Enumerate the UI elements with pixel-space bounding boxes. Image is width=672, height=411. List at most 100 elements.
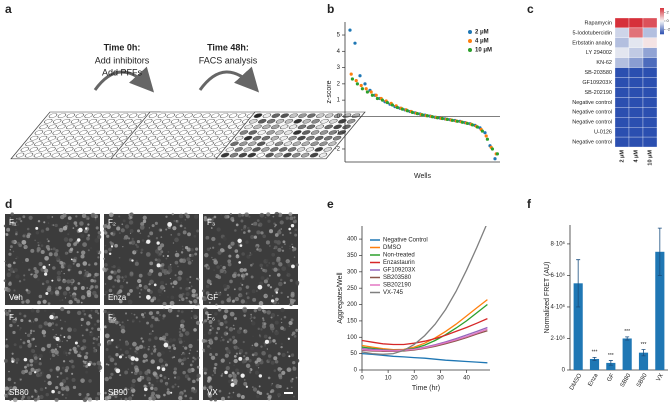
speckle <box>178 293 184 299</box>
speckle <box>208 268 210 270</box>
speckle <box>69 360 71 362</box>
speckle <box>49 368 53 372</box>
well <box>134 141 143 147</box>
speckle <box>27 333 31 338</box>
speckle <box>64 370 66 372</box>
speckle <box>30 363 33 367</box>
speckle <box>107 341 112 346</box>
speckle <box>219 322 224 327</box>
speckle <box>94 285 99 289</box>
speckle <box>103 268 107 273</box>
speckle <box>120 398 122 400</box>
speckle <box>154 258 158 262</box>
speckle <box>97 312 100 315</box>
well <box>138 147 147 152</box>
arrow <box>93 66 155 93</box>
speckle <box>271 295 274 297</box>
speckle <box>6 287 11 293</box>
speckle <box>38 294 43 299</box>
well <box>243 147 252 152</box>
well <box>253 113 263 118</box>
series-line <box>362 326 488 352</box>
speckle <box>72 346 77 351</box>
series-line <box>362 226 487 355</box>
well <box>278 147 288 152</box>
speckle <box>216 251 219 254</box>
well <box>218 135 228 141</box>
speckle <box>196 378 200 382</box>
speckle <box>268 274 271 277</box>
speckle <box>279 220 284 225</box>
speckle <box>41 294 46 299</box>
well <box>204 152 214 158</box>
well <box>34 141 43 147</box>
speckle <box>289 216 294 221</box>
speckle <box>82 276 87 281</box>
bright-spot <box>237 238 242 243</box>
speckle <box>156 310 160 315</box>
well <box>215 118 224 124</box>
speckle <box>201 338 206 343</box>
speckle <box>265 294 268 297</box>
speckle <box>67 233 70 236</box>
speckle <box>179 327 182 330</box>
speckle <box>219 248 225 253</box>
speckle <box>281 249 285 252</box>
significance: *** <box>641 342 647 348</box>
speckle <box>267 219 271 223</box>
bright-spot <box>290 223 295 228</box>
speckle <box>104 333 110 339</box>
speckle <box>37 300 41 305</box>
speckle <box>96 360 102 366</box>
well <box>292 152 301 158</box>
speckle <box>103 231 108 235</box>
well <box>179 118 189 124</box>
speckle <box>110 372 114 376</box>
well <box>296 147 306 152</box>
speckle <box>217 307 222 312</box>
speckle <box>106 223 109 225</box>
speckle <box>295 358 300 363</box>
well <box>265 152 274 158</box>
speckle <box>43 268 49 273</box>
speckle <box>12 397 18 403</box>
speckle <box>158 313 162 317</box>
speckle <box>194 252 198 256</box>
speckle <box>281 233 284 237</box>
well <box>266 130 275 135</box>
speckle <box>18 377 21 380</box>
speckle <box>228 254 232 258</box>
speckle <box>178 395 183 401</box>
speckle <box>18 243 23 248</box>
speckle <box>7 377 12 382</box>
well <box>156 147 165 152</box>
colorbar-step <box>660 26 664 28</box>
speckle <box>124 397 128 401</box>
speckle <box>167 378 170 380</box>
speckle <box>82 360 85 363</box>
speckle <box>59 299 62 302</box>
speckle <box>122 280 125 283</box>
speckle <box>84 269 86 272</box>
well <box>70 118 80 124</box>
speckle <box>233 358 238 364</box>
speckle <box>252 387 258 392</box>
column-label: 10 μM <box>647 150 653 166</box>
speckle <box>253 316 256 319</box>
well <box>133 152 143 158</box>
speckle <box>11 352 14 355</box>
speckle <box>209 247 212 249</box>
bright-spot <box>48 264 51 266</box>
bright-spot <box>230 382 235 387</box>
well <box>280 113 289 118</box>
speckle <box>242 340 245 344</box>
well <box>142 152 152 158</box>
speckle <box>212 246 215 249</box>
speckle <box>11 357 14 361</box>
speckle <box>26 339 31 343</box>
well <box>201 124 211 130</box>
speckle <box>90 278 94 283</box>
speckle <box>65 286 71 291</box>
speckle <box>234 229 237 232</box>
speckle <box>172 344 175 347</box>
